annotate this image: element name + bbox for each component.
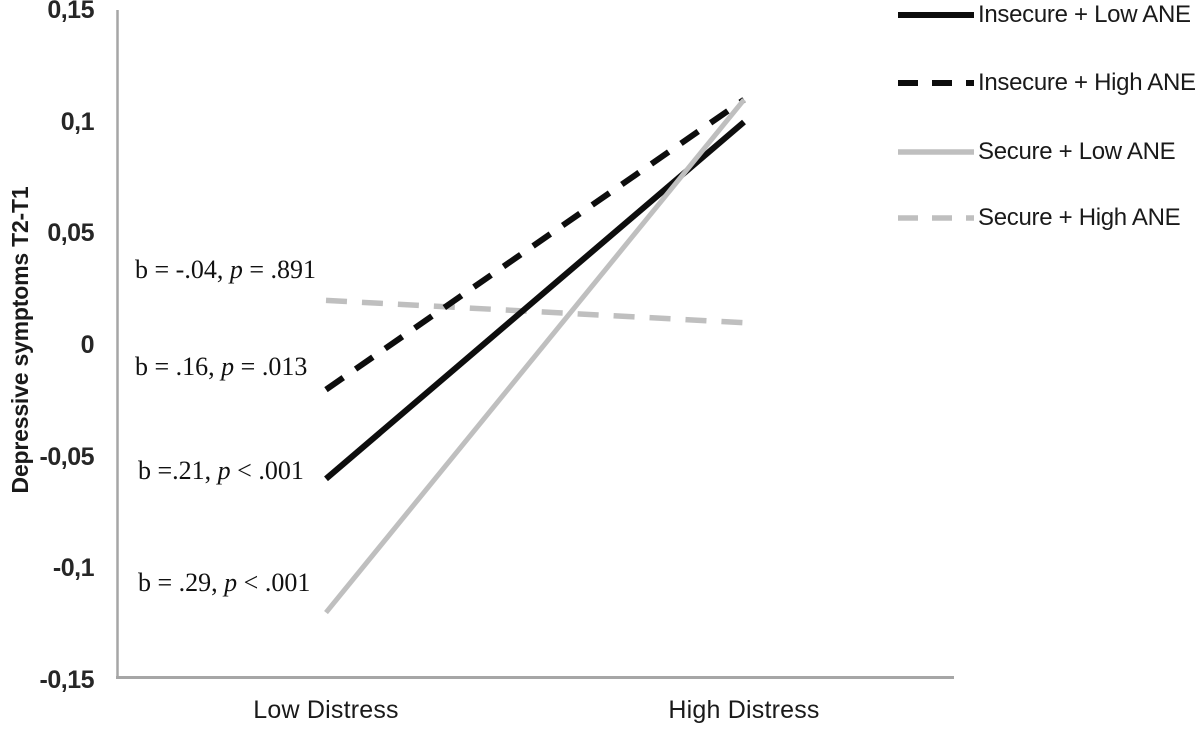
annotation-insecure-low-ane: b =.21, p < .001 (138, 456, 304, 486)
legend-item-secure-low-ane: Secure + Low ANE (897, 137, 1176, 167)
y-tick-label: 0,1 (60, 108, 95, 136)
y-tick-label: -0,05 (39, 443, 95, 471)
annotation-text: < .001 (237, 568, 311, 597)
legend-line-dashed-black-icon (898, 80, 974, 86)
annotation-p-symbol: p (217, 456, 231, 485)
annotation-p-symbol: p (229, 255, 243, 284)
line-insecure-high-ane (324, 97, 746, 393)
y-tick-label: 0,15 (47, 0, 94, 24)
legend-line-solid-gray-icon (898, 149, 974, 155)
y-tick-label: -0,15 (39, 666, 95, 694)
annotation-insecure-high-ane: b = .16, p = .013 (135, 352, 307, 382)
legend-line-solid-black-icon (898, 12, 974, 18)
legend-item-secure-high-ane: Secure + High ANE (897, 203, 1181, 233)
legend-line-dashed-gray-icon (898, 215, 974, 221)
x-category-label-high-distress: High Distress (668, 696, 820, 724)
legend-item-insecure-high-ane: Insecure + High ANE (897, 68, 1196, 98)
annotation-text: b = -.04, (135, 255, 230, 284)
annotation-secure-high-ane: b = -.04, p = .891 (135, 255, 316, 285)
y-tick-label: 0 (80, 331, 95, 359)
annotation-text: = .013 (234, 352, 308, 381)
annotation-text: b = .29, (138, 568, 225, 597)
y-tick-label: -0,1 (52, 554, 95, 582)
line-secure-low-ane (324, 98, 746, 615)
legend-item-insecure-low-ane: Insecure + Low ANE (897, 0, 1191, 30)
annotation-p-symbol: p (224, 568, 238, 597)
legend-label: Secure + Low ANE (978, 138, 1176, 165)
annotation-text: b = .16, (135, 352, 222, 381)
annotation-text: = .891 (242, 255, 316, 284)
annotation-text: b =.21, (138, 456, 218, 485)
legend-label: Insecure + Low ANE (978, 1, 1191, 28)
annotation-text: < .001 (230, 456, 304, 485)
x-category-label-low-distress: Low Distress (253, 696, 399, 724)
annotation-p-symbol: p (221, 352, 235, 381)
annotation-secure-low-ane: b = .29, p < .001 (138, 568, 310, 598)
y-tick-label: 0,05 (47, 219, 94, 247)
legend-label: Insecure + High ANE (978, 69, 1196, 96)
legend-label: Secure + High ANE (978, 204, 1181, 231)
